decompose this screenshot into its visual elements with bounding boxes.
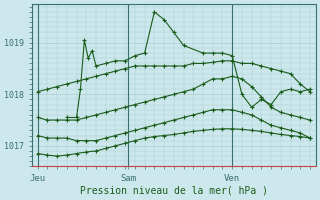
X-axis label: Pression niveau de la mer( hPa ): Pression niveau de la mer( hPa ) [80, 186, 268, 196]
